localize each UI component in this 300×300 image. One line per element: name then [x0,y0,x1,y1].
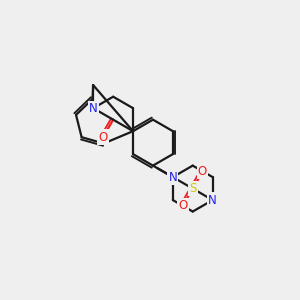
Text: N: N [169,171,177,184]
Text: N: N [208,194,217,207]
Text: O: O [178,199,188,212]
Text: O: O [98,131,108,144]
Text: S: S [189,182,196,195]
Text: O: O [198,165,207,178]
Text: N: N [89,102,98,115]
